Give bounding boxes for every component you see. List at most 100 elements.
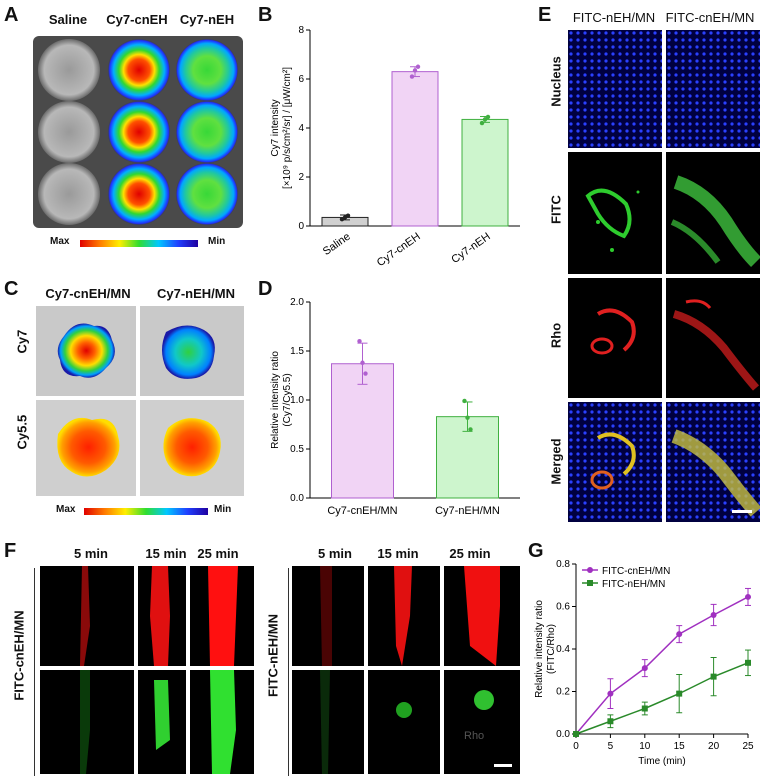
bar: [461, 118, 509, 227]
panel-e-row-rho: Rho: [548, 322, 564, 349]
y-tick-label: 1.0: [290, 395, 304, 406]
panel-e-row-nucleus: Nucleus: [548, 56, 564, 107]
panel-label-a: A: [4, 4, 19, 26]
tile-e-merged-2: [666, 402, 760, 522]
data-point: [641, 705, 648, 712]
panel-label-f: F: [4, 540, 17, 562]
tile-f-nEH-green-15: [368, 670, 440, 774]
x-tick-label: 10: [639, 741, 651, 752]
panel-a-col-saline: Saline: [48, 12, 88, 27]
data-point: [745, 593, 751, 600]
x-tick-label: Cy7-nEH/MN: [435, 505, 500, 517]
panel-label-e: E: [538, 4, 552, 26]
data-point: [710, 673, 717, 680]
y-axis-label: Cy7 intensity: [270, 99, 281, 156]
y-axis-label: Relative intensity ratio: [270, 351, 281, 449]
tile-f-cnEH-red-15: [138, 566, 186, 666]
tile-e-nucleus-1: [568, 30, 662, 148]
x-tick-label: Cy7-cnEH: [375, 231, 423, 270]
tile-f-cnEH-green-25: [190, 670, 254, 774]
legend-marker: [587, 580, 593, 586]
panel-label-g: G: [528, 540, 544, 562]
data-point: [415, 64, 421, 69]
panel-a-scale-max: Max: [50, 236, 70, 247]
panel-a-scale-min: Min: [208, 236, 226, 247]
y-tick-label: 4: [298, 123, 304, 134]
tile-f-nEH-green-25: Rho: [444, 670, 520, 774]
data-point: [360, 360, 365, 365]
y-tick-label: 0.8: [556, 559, 570, 570]
data-point: [485, 114, 491, 120]
bar: [391, 71, 439, 227]
panel-f-group-nEH: FITC-nEH/MN: [265, 613, 281, 698]
panel-f-time-3b: 25 min: [449, 546, 491, 561]
panel-c-scale-max: Max: [56, 504, 76, 515]
x-tick-label: 15: [674, 741, 686, 752]
panel-c-scale-min: Min: [214, 504, 232, 515]
tile-e-fitc-1: [568, 152, 662, 274]
legend-label: FITC-cnEH/MN: [602, 566, 670, 577]
y-tick-label: 2: [298, 172, 304, 183]
chart-g: 0.0 0.2 0.4 0.6 0.8 0 5 10 15 20 25 Time (min) Relat…: [534, 559, 754, 767]
panel-c-row-cy55: Cy5.5: [14, 414, 30, 450]
organ-images: [36, 306, 244, 496]
data-point: [676, 631, 683, 638]
panel-c-col-nEH: Cy7-nEH/MN: [156, 286, 235, 301]
panel-c-col-cnEH: Cy7-cnEH/MN: [45, 286, 131, 301]
data-point: [465, 415, 470, 420]
panel-f-time-3a: 25 min: [197, 546, 239, 561]
panel-label-d: D: [258, 278, 273, 300]
tile-e-fitc-2: [666, 152, 760, 274]
data-point: [363, 371, 368, 376]
data-point: [409, 74, 415, 79]
legend-label: FITC-nEH/MN: [602, 579, 665, 590]
chart-d: 0.0 0.5 1.0 1.5 2.0 Cy7-cnEH/MN Cy7-nEH/MN Rela…: [270, 297, 520, 517]
data-point: [641, 665, 648, 672]
tile-e-rho-1: [568, 278, 662, 398]
panel-f-time-2b: 15 min: [377, 546, 419, 561]
panel-f-group-cnEH: FITC-cnEH/MN: [11, 610, 27, 701]
tile-f-nEH-red-25: [444, 566, 520, 666]
data-point: [607, 690, 614, 697]
panel-f-time-2a: 15 min: [145, 546, 187, 561]
data-point: [468, 427, 473, 432]
y-tick-label: 0.4: [556, 644, 570, 655]
panel-label-c: C: [4, 278, 19, 300]
y-tick-label: 0.5: [290, 444, 304, 455]
series-line: [575, 662, 749, 735]
y-tick-label: 0.2: [556, 687, 570, 698]
bar: [331, 363, 394, 499]
panel-e-col-cnEH: FITC-cnEH/MN: [665, 10, 755, 25]
panel-f-time-1a: 5 min: [74, 546, 108, 561]
tile-f-cnEH-green-15: [138, 670, 186, 774]
tile-e-rho-2: [666, 278, 760, 398]
data-point: [676, 690, 683, 697]
y-axis-label: (Cy7/Cy5.5): [282, 373, 293, 426]
y-axis-label: (FITC/Rho): [546, 624, 557, 674]
x-tick-label: Saline: [321, 231, 353, 258]
y-tick-label: 0.0: [556, 729, 570, 740]
data-point: [482, 117, 488, 122]
y-tick-label: 0.0: [290, 493, 304, 504]
series-line: [575, 596, 749, 735]
x-tick-label: Cy7-cnEH/MN: [327, 505, 397, 517]
data-point: [710, 612, 717, 618]
y-tick-label: 8: [298, 25, 304, 36]
panel-f-time-1b: 5 min: [318, 546, 352, 561]
data-point: [462, 398, 467, 404]
data-point: [607, 718, 614, 725]
panel-a-colorbar: [80, 240, 198, 247]
tile-f-cnEH-red-25: [190, 566, 254, 666]
y-tick-label: 6: [298, 74, 304, 85]
tile-f-cnEH-red-5: [40, 566, 134, 666]
data-point: [345, 213, 351, 218]
x-tick-label: Cy7-nEH: [449, 231, 492, 266]
well-plate-image: [33, 36, 243, 228]
panel-label-b: B: [258, 4, 273, 26]
x-axis-label: Time (min): [638, 756, 685, 767]
panel-f-bracket-1: [34, 568, 35, 776]
y-tick-label: 2.0: [290, 297, 304, 308]
panel-a-col-cy7-nEH: Cy7-nEH: [179, 12, 235, 27]
x-tick-label: 5: [608, 741, 614, 752]
panel-e-row-merged: Merged: [548, 438, 564, 485]
